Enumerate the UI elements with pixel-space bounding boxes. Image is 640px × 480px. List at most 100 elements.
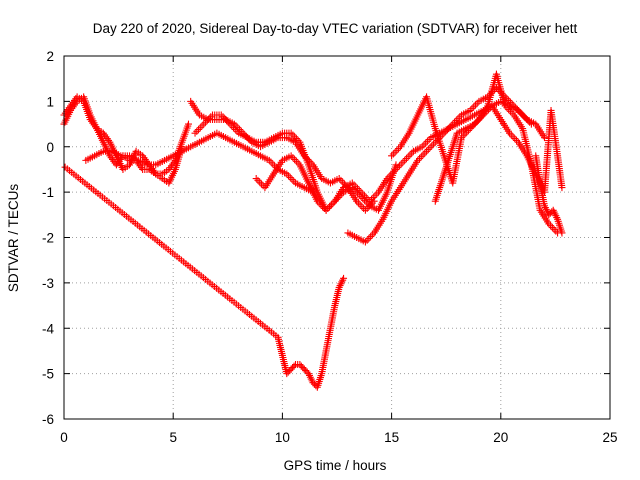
x-axis-label: GPS time / hours — [284, 458, 387, 473]
x-tick-label: 5 — [169, 430, 177, 445]
data-point — [369, 194, 377, 202]
data-point — [195, 126, 203, 134]
data-point — [527, 120, 535, 128]
data-point — [286, 367, 294, 375]
data-point — [558, 229, 566, 237]
data-point — [417, 153, 425, 161]
data-point — [198, 122, 206, 130]
data-point — [337, 176, 345, 184]
data-point — [205, 115, 213, 123]
y-tick-label: -5 — [42, 367, 54, 382]
data-point — [287, 365, 295, 373]
data-point — [388, 152, 396, 160]
data-point — [371, 192, 379, 200]
data-point — [297, 362, 305, 370]
y-tick-label: -1 — [42, 185, 54, 200]
y-tick-label: 1 — [46, 94, 54, 109]
data-point — [284, 368, 292, 376]
data-point — [404, 153, 412, 161]
data-point — [511, 135, 519, 143]
data-point — [367, 233, 375, 241]
y-tick-label: -2 — [42, 231, 54, 246]
data-point — [300, 365, 308, 373]
data-point — [419, 151, 427, 159]
data-point — [424, 145, 432, 153]
data-point — [196, 124, 204, 132]
data-point — [309, 379, 317, 387]
data-point — [422, 139, 430, 147]
x-tick-label: 20 — [493, 430, 508, 445]
data-point — [401, 156, 409, 164]
data-point — [545, 211, 553, 219]
series-track-e — [191, 111, 400, 214]
y-axis-label: SDTVAR / TECUs — [6, 184, 21, 293]
x-tick-label: 0 — [60, 430, 68, 445]
y-tick-label: -6 — [42, 412, 54, 427]
data-point — [358, 203, 366, 211]
data-point — [399, 158, 407, 166]
data-point — [406, 151, 414, 159]
x-tick-label: 10 — [275, 430, 290, 445]
y-tick-label: 0 — [46, 140, 54, 155]
series-outlier — [61, 163, 348, 391]
data-point — [289, 131, 297, 139]
data-point — [471, 101, 479, 109]
data-point — [421, 149, 429, 157]
data-point — [402, 155, 410, 163]
data-point — [548, 224, 556, 232]
data-point — [257, 180, 265, 188]
data-point — [470, 103, 478, 111]
series-track-i — [431, 102, 566, 205]
data-point — [310, 380, 318, 388]
tick-labels: 0 5 10 15 20 25 -6 -5 -4 -3 -2 -1 0 1 2 — [42, 49, 618, 445]
plot-frame — [63, 55, 611, 420]
data-point — [428, 142, 436, 150]
data-point — [288, 175, 296, 183]
data-point — [193, 127, 201, 135]
data-point — [397, 160, 405, 168]
data-point — [356, 201, 364, 209]
data-point — [395, 162, 403, 170]
data-point — [546, 209, 554, 217]
series-track-g — [344, 84, 535, 246]
data-point — [393, 146, 401, 154]
y-tick-label: -4 — [42, 321, 54, 336]
data-point — [540, 134, 548, 142]
data-point — [423, 137, 431, 145]
data-point — [327, 201, 335, 209]
data-point — [326, 203, 334, 211]
data-point — [289, 154, 297, 162]
series-track-f — [252, 97, 548, 214]
data-point — [550, 225, 558, 233]
y-tick-label: 2 — [46, 49, 54, 64]
x-tick-label: 25 — [602, 430, 617, 445]
data-point — [509, 133, 517, 141]
data-point — [292, 157, 300, 165]
data-point — [302, 367, 310, 375]
data-point — [391, 148, 399, 156]
data-point — [296, 361, 304, 369]
x-tick-label: 15 — [384, 430, 399, 445]
data-points — [60, 70, 566, 391]
data-point — [283, 370, 291, 378]
data-point — [299, 364, 307, 372]
chart-title: Day 220 of 2020, Sidereal Day-to-day VTE… — [93, 21, 578, 36]
series-track-c — [82, 129, 317, 196]
data-point — [191, 129, 199, 137]
data-point — [361, 206, 369, 214]
data-point — [340, 274, 348, 282]
series-track-b — [60, 93, 192, 178]
data-point — [290, 362, 298, 370]
data-point — [252, 175, 260, 183]
y-tick-label: -3 — [42, 276, 54, 291]
data-point — [389, 150, 397, 158]
data-point — [184, 120, 192, 128]
series-track-j — [532, 152, 566, 237]
data-point — [254, 176, 262, 184]
data-point — [256, 178, 264, 186]
data-point — [289, 364, 297, 372]
data-point — [423, 147, 431, 155]
gridlines — [64, 56, 610, 419]
data-point — [558, 184, 566, 192]
